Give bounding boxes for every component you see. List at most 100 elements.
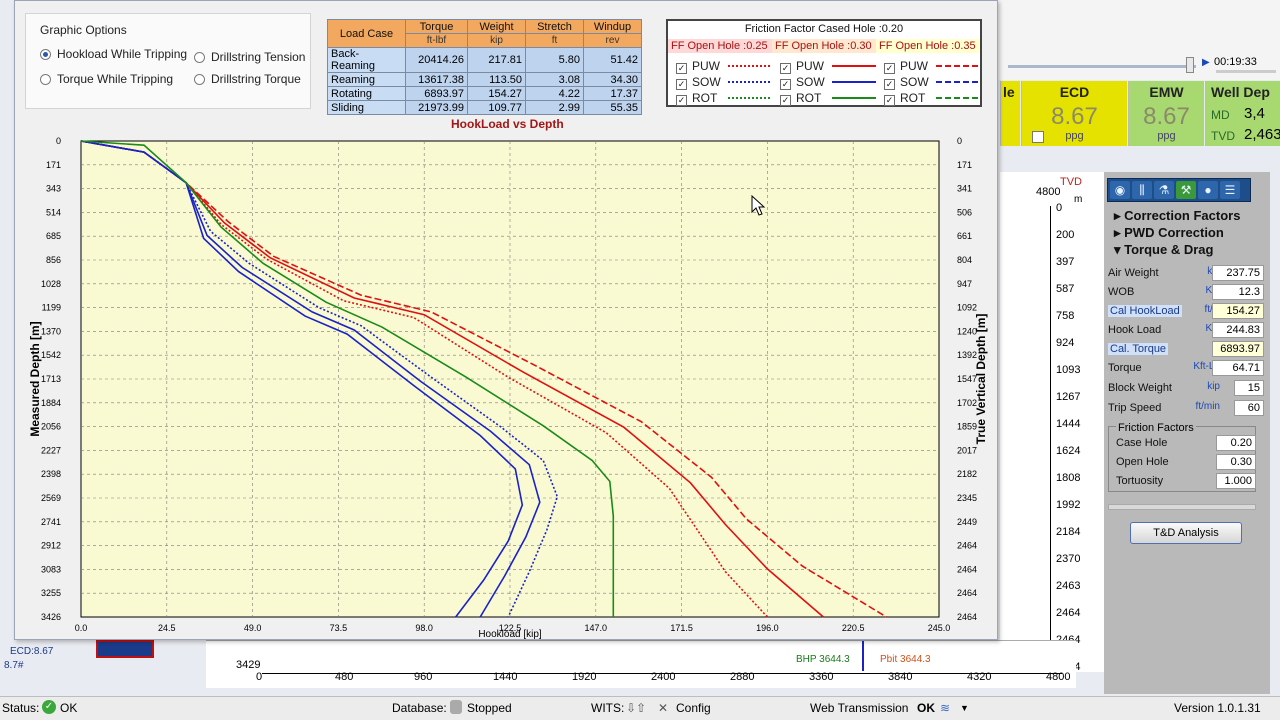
radio-hookload-tripping[interactable]: Hookload While Tripping [40,47,187,61]
cell-weight: 154.27 [467,86,526,101]
legend-label: PUW [900,59,928,73]
radio-torque-tripping[interactable]: Torque While Tripping [40,72,173,86]
legend-checkbox[interactable]: ✓ [884,79,895,90]
legend-item-sow[interactable]: ✓ SOW [884,75,980,90]
progress-bar [1108,504,1256,510]
wob-field[interactable]: 12.3 [1212,284,1264,300]
tvd-tick-label: 924 [1056,337,1075,349]
tvd-axis-title: TVD [1060,176,1082,188]
ff-column-header: FF Open Hole :0.25 [668,39,772,53]
hook-load-field[interactable]: 244.83 [1212,322,1264,338]
y-tick-label-right: 1392 [957,350,977,360]
header-windup: Windup [583,19,642,34]
y-tick-label-left: 3426 [41,612,61,622]
wifi-icon[interactable]: ≋ [940,701,951,715]
legend-checkbox[interactable]: ✓ [884,63,895,74]
kpi-label: ECD [1059,84,1090,100]
y-tick-label-left: 1028 [41,279,61,289]
graphic-options-title: Graphic Options [40,23,127,37]
x-tick-label: 220.5 [842,623,865,633]
flask-icon[interactable]: ⚗ [1154,181,1174,199]
row-hook-load: Hook Load Klb 244.83 [1104,321,1270,340]
legend-checkbox[interactable]: ✓ [780,79,791,90]
torque-field[interactable]: 64.71 [1212,360,1264,376]
legend-item-rot[interactable]: ✓ ROT [780,91,876,106]
config-tools-icon[interactable]: ✕ [658,701,669,715]
legend-label: ROT [796,91,822,105]
legend-checkbox[interactable]: ✓ [780,95,791,106]
legend-item-rot[interactable]: ✓ ROT [884,91,980,106]
chevron-down-icon[interactable]: ▼ [960,703,969,713]
tvd-axis-line [1050,206,1051,666]
cell-weight: 113.50 [467,72,526,87]
bottom-tick-label: 0 [256,671,263,683]
y-tick-label-left: 1542 [41,350,61,360]
legend-item-sow[interactable]: ✓ SOW [676,75,772,90]
cal-hookload-field[interactable]: 154.27 [1212,303,1264,319]
wrench-icon[interactable]: ⚒ [1176,181,1196,199]
rig-icon[interactable]: ⫼ [1132,181,1152,199]
cell-stretch: 4.22 [525,86,584,101]
air-weight-field[interactable]: 237.75 [1212,265,1264,281]
cell-weight: 217.81 [467,47,526,73]
wellbore-indicator [96,640,154,658]
table-row[interactable]: Sliding 21973.99 109.77 2.99 55.35 [327,100,642,115]
radio-drillstring-torque[interactable]: Drillstring Torque [194,72,301,86]
radio-drillstring-tension[interactable]: Drillstring Tension [194,50,305,64]
row-label: Hook Load [1108,324,1162,336]
tortuosity-field[interactable]: 1.000 [1216,473,1256,489]
legend-checkbox[interactable]: ✓ [676,95,687,106]
tvd-tick-label: 1444 [1056,418,1081,430]
table-row[interactable]: Reaming 13617.38 113.50 3.08 34.30 [327,72,642,87]
row-tortuosity: Tortuosity 1.000 [1104,472,1270,491]
table-row[interactable]: Rotating 6893.97 154.27 4.22 17.37 [327,86,642,101]
row-air-weight: Air Weight kip 237.75 [1104,264,1270,283]
y-tick-label-right: 1547 [957,374,977,384]
section-correction-factors[interactable]: ▸ Correction Factors [1114,208,1241,223]
cal-torque-field[interactable]: 6893.97 [1212,341,1264,357]
case-hole-field[interactable]: 0.20 [1216,435,1256,451]
config-label[interactable]: Config [676,701,711,715]
legend-item-rot[interactable]: ✓ ROT [676,91,772,106]
tvd-tick-label: 1808 [1056,472,1081,484]
section-label: Torque & Drag [1124,242,1214,257]
legend-item-puw[interactable]: ✓ PUW [884,59,980,74]
drop-icon[interactable]: ● [1198,181,1218,199]
section-torque-drag[interactable]: ▾ Torque & Drag [1114,242,1214,257]
y-tick-label-right: 0 [957,136,962,146]
wits-arrow-icon[interactable]: ⇩⇧ [626,701,647,715]
legend-label: SOW [692,75,721,89]
unit-torque: ft-lbf [405,33,468,48]
play-icon[interactable]: ▶ [1202,57,1210,68]
legend-checkbox[interactable]: ✓ [780,63,791,74]
legend-item-puw[interactable]: ✓ PUW [676,59,772,74]
pbit-label: Pbit 3644.3 [880,654,931,665]
bottom-tick-label: 1920 [572,671,597,683]
playback-slider[interactable] [1186,57,1194,73]
table-row[interactable]: Back-Reaming 20414.26 217.81 5.80 51.42 [327,47,642,73]
open-hole-field[interactable]: 0.30 [1216,454,1256,470]
cell-stretch: 2.99 [525,100,584,115]
ff-column-header: FF Open Hole :0.35 [876,39,980,53]
kpi-checkbox[interactable] [1032,131,1044,143]
y-tick-label-left: 343 [46,184,61,194]
bottom-tick-label: 480 [335,671,354,683]
legend-item-puw[interactable]: ✓ PUW [780,59,876,74]
eye-icon[interactable]: ◉ [1110,181,1130,199]
legend-item-sow[interactable]: ✓ SOW [780,75,876,90]
status-label: Status: [2,701,40,715]
td-analysis-button[interactable]: T&D Analysis [1130,522,1242,544]
y-tick-label-right: 2464 [957,564,977,574]
row-block-weight: Block Weight kip 15 [1104,379,1270,398]
block-weight-field[interactable]: 15 [1234,380,1264,396]
y-tick-label-right: 341 [957,184,972,194]
legend-checkbox[interactable]: ✓ [676,63,687,74]
legend-checkbox[interactable]: ✓ [676,79,687,90]
status-value: OK [60,701,78,715]
ok-check-icon: ✓ [42,700,56,714]
trip-speed-field[interactable]: 60 [1234,400,1264,416]
legend-checkbox[interactable]: ✓ [884,95,895,106]
section-pwd-correction[interactable]: ▸ PWD Correction [1114,225,1224,240]
row-torque: Torque Kft-Lb 64.71 [1104,359,1270,378]
list-icon[interactable]: ☰ [1220,181,1240,199]
